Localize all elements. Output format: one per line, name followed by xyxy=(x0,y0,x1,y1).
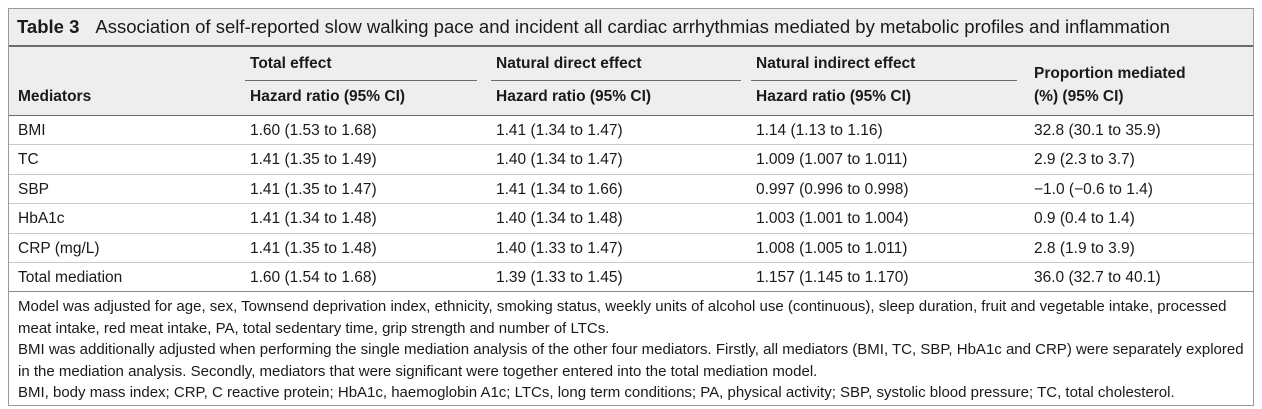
table-caption: Table 3 Association of self-reported slo… xyxy=(9,9,1253,47)
footnote: BMI, body mass index; CRP, C reactive pr… xyxy=(18,384,1175,402)
table-number: Table 3 xyxy=(17,16,80,37)
cell-proportion: 2.8 (1.9 to 3.9) xyxy=(1034,239,1135,257)
cell-proportion: 0.9 (0.4 to 1.4) xyxy=(1034,210,1135,228)
cell-mediator: HbA1c xyxy=(18,210,65,228)
cell-proportion: −1.0 (−0.6 to 1.4) xyxy=(1034,180,1153,198)
cell-indirect: 1.008 (1.005 to 1.011) xyxy=(756,239,908,257)
cell-total: 1.60 (1.53 to 1.68) xyxy=(250,122,377,139)
table-row: TC 1.41 (1.35 to 1.49) 1.40 (1.34 to 1.4… xyxy=(9,145,1253,175)
table-3: Table 3 Association of self-reported slo… xyxy=(8,8,1254,406)
cell-total: 1.41 (1.34 to 1.48) xyxy=(250,210,377,228)
cell-indirect: 1.003 (1.001 to 1.004) xyxy=(756,210,909,228)
cell-indirect: 1.14 (1.13 to 1.16) xyxy=(756,122,883,139)
cell-proportion: 36.0 (32.7 to 40.1) xyxy=(1034,268,1161,286)
cell-mediator: SBP xyxy=(18,180,50,198)
cell-direct: 1.40 (1.34 to 1.48) xyxy=(496,210,623,228)
table-row: CRP (mg/L) 1.41 (1.35 to 1.48) 1.40 (1.3… xyxy=(9,234,1253,263)
table-row: Total mediation 1.60 (1.54 to 1.68) 1.39… xyxy=(9,263,1253,293)
table-row: HbA1c 1.41 (1.34 to 1.48) 1.40 (1.34 to … xyxy=(9,204,1253,234)
cell-total: 1.60 (1.54 to 1.68) xyxy=(250,268,377,286)
cell-indirect: 0.997 (0.996 to 0.998) xyxy=(756,180,909,198)
table-footnotes: Model was adjusted for age, sex, Townsen… xyxy=(9,292,1253,404)
cell-direct: 1.41 (1.34 to 1.66) xyxy=(496,180,623,198)
cell-indirect: 1.157 (1.145 to 1.170) xyxy=(756,268,909,286)
cell-mediator: CRP (mg/L) xyxy=(18,239,100,257)
header-rule-direct xyxy=(491,80,741,81)
header-hr-direct: Hazard ratio (95% CI) xyxy=(496,88,652,105)
header-hr-indirect: Hazard ratio (95% CI) xyxy=(756,88,912,105)
footnote: Model was adjusted for age, sex, Townsen… xyxy=(18,298,1227,337)
cell-total: 1.41 (1.35 to 1.49) xyxy=(250,151,377,169)
cell-direct: 1.39 (1.33 to 1.45) xyxy=(496,268,623,286)
table-row: SBP 1.41 (1.35 to 1.47) 1.41 (1.34 to 1.… xyxy=(9,175,1253,205)
header-hr-total: Hazard ratio (95% CI) xyxy=(250,88,406,105)
cell-mediator: Total mediation xyxy=(18,268,123,286)
header-rule-indirect xyxy=(751,80,1017,81)
cell-total: 1.41 (1.35 to 1.47) xyxy=(250,180,377,198)
cell-proportion: 2.9 (2.3 to 3.7) xyxy=(1034,151,1135,169)
header-total-effect: Total effect xyxy=(250,55,332,72)
cell-mediator: BMI xyxy=(18,122,46,139)
header-proportion-line1: Proportion mediated xyxy=(1034,65,1186,82)
table-row: BMI 1.60 (1.53 to 1.68) 1.41 (1.34 to 1.… xyxy=(9,116,1253,146)
cell-direct: 1.40 (1.34 to 1.47) xyxy=(496,151,623,169)
cell-proportion: 32.8 (30.1 to 35.9) xyxy=(1034,122,1161,139)
header-natural-indirect-effect: Natural indirect effect xyxy=(756,55,916,72)
table-body: BMI 1.60 (1.53 to 1.68) 1.41 (1.34 to 1.… xyxy=(9,116,1253,293)
cell-mediator: TC xyxy=(18,151,39,169)
table-header: Mediators Total effect Natural direct ef… xyxy=(9,47,1253,116)
header-proportion-line2: (%) (95% CI) xyxy=(1034,88,1124,105)
header-natural-direct-effect: Natural direct effect xyxy=(496,55,642,72)
table-title: Association of self-reported slow walkin… xyxy=(95,16,1170,37)
cell-indirect: 1.009 (1.007 to 1.011) xyxy=(756,151,908,169)
header-mediators: Mediators xyxy=(18,88,92,105)
header-rule-total xyxy=(245,80,477,81)
cell-direct: 1.40 (1.33 to 1.47) xyxy=(496,239,623,257)
cell-direct: 1.41 (1.34 to 1.47) xyxy=(496,122,623,139)
footnote: BMI was additionally adjusted when perfo… xyxy=(18,341,1244,380)
cell-total: 1.41 (1.35 to 1.48) xyxy=(250,239,377,257)
